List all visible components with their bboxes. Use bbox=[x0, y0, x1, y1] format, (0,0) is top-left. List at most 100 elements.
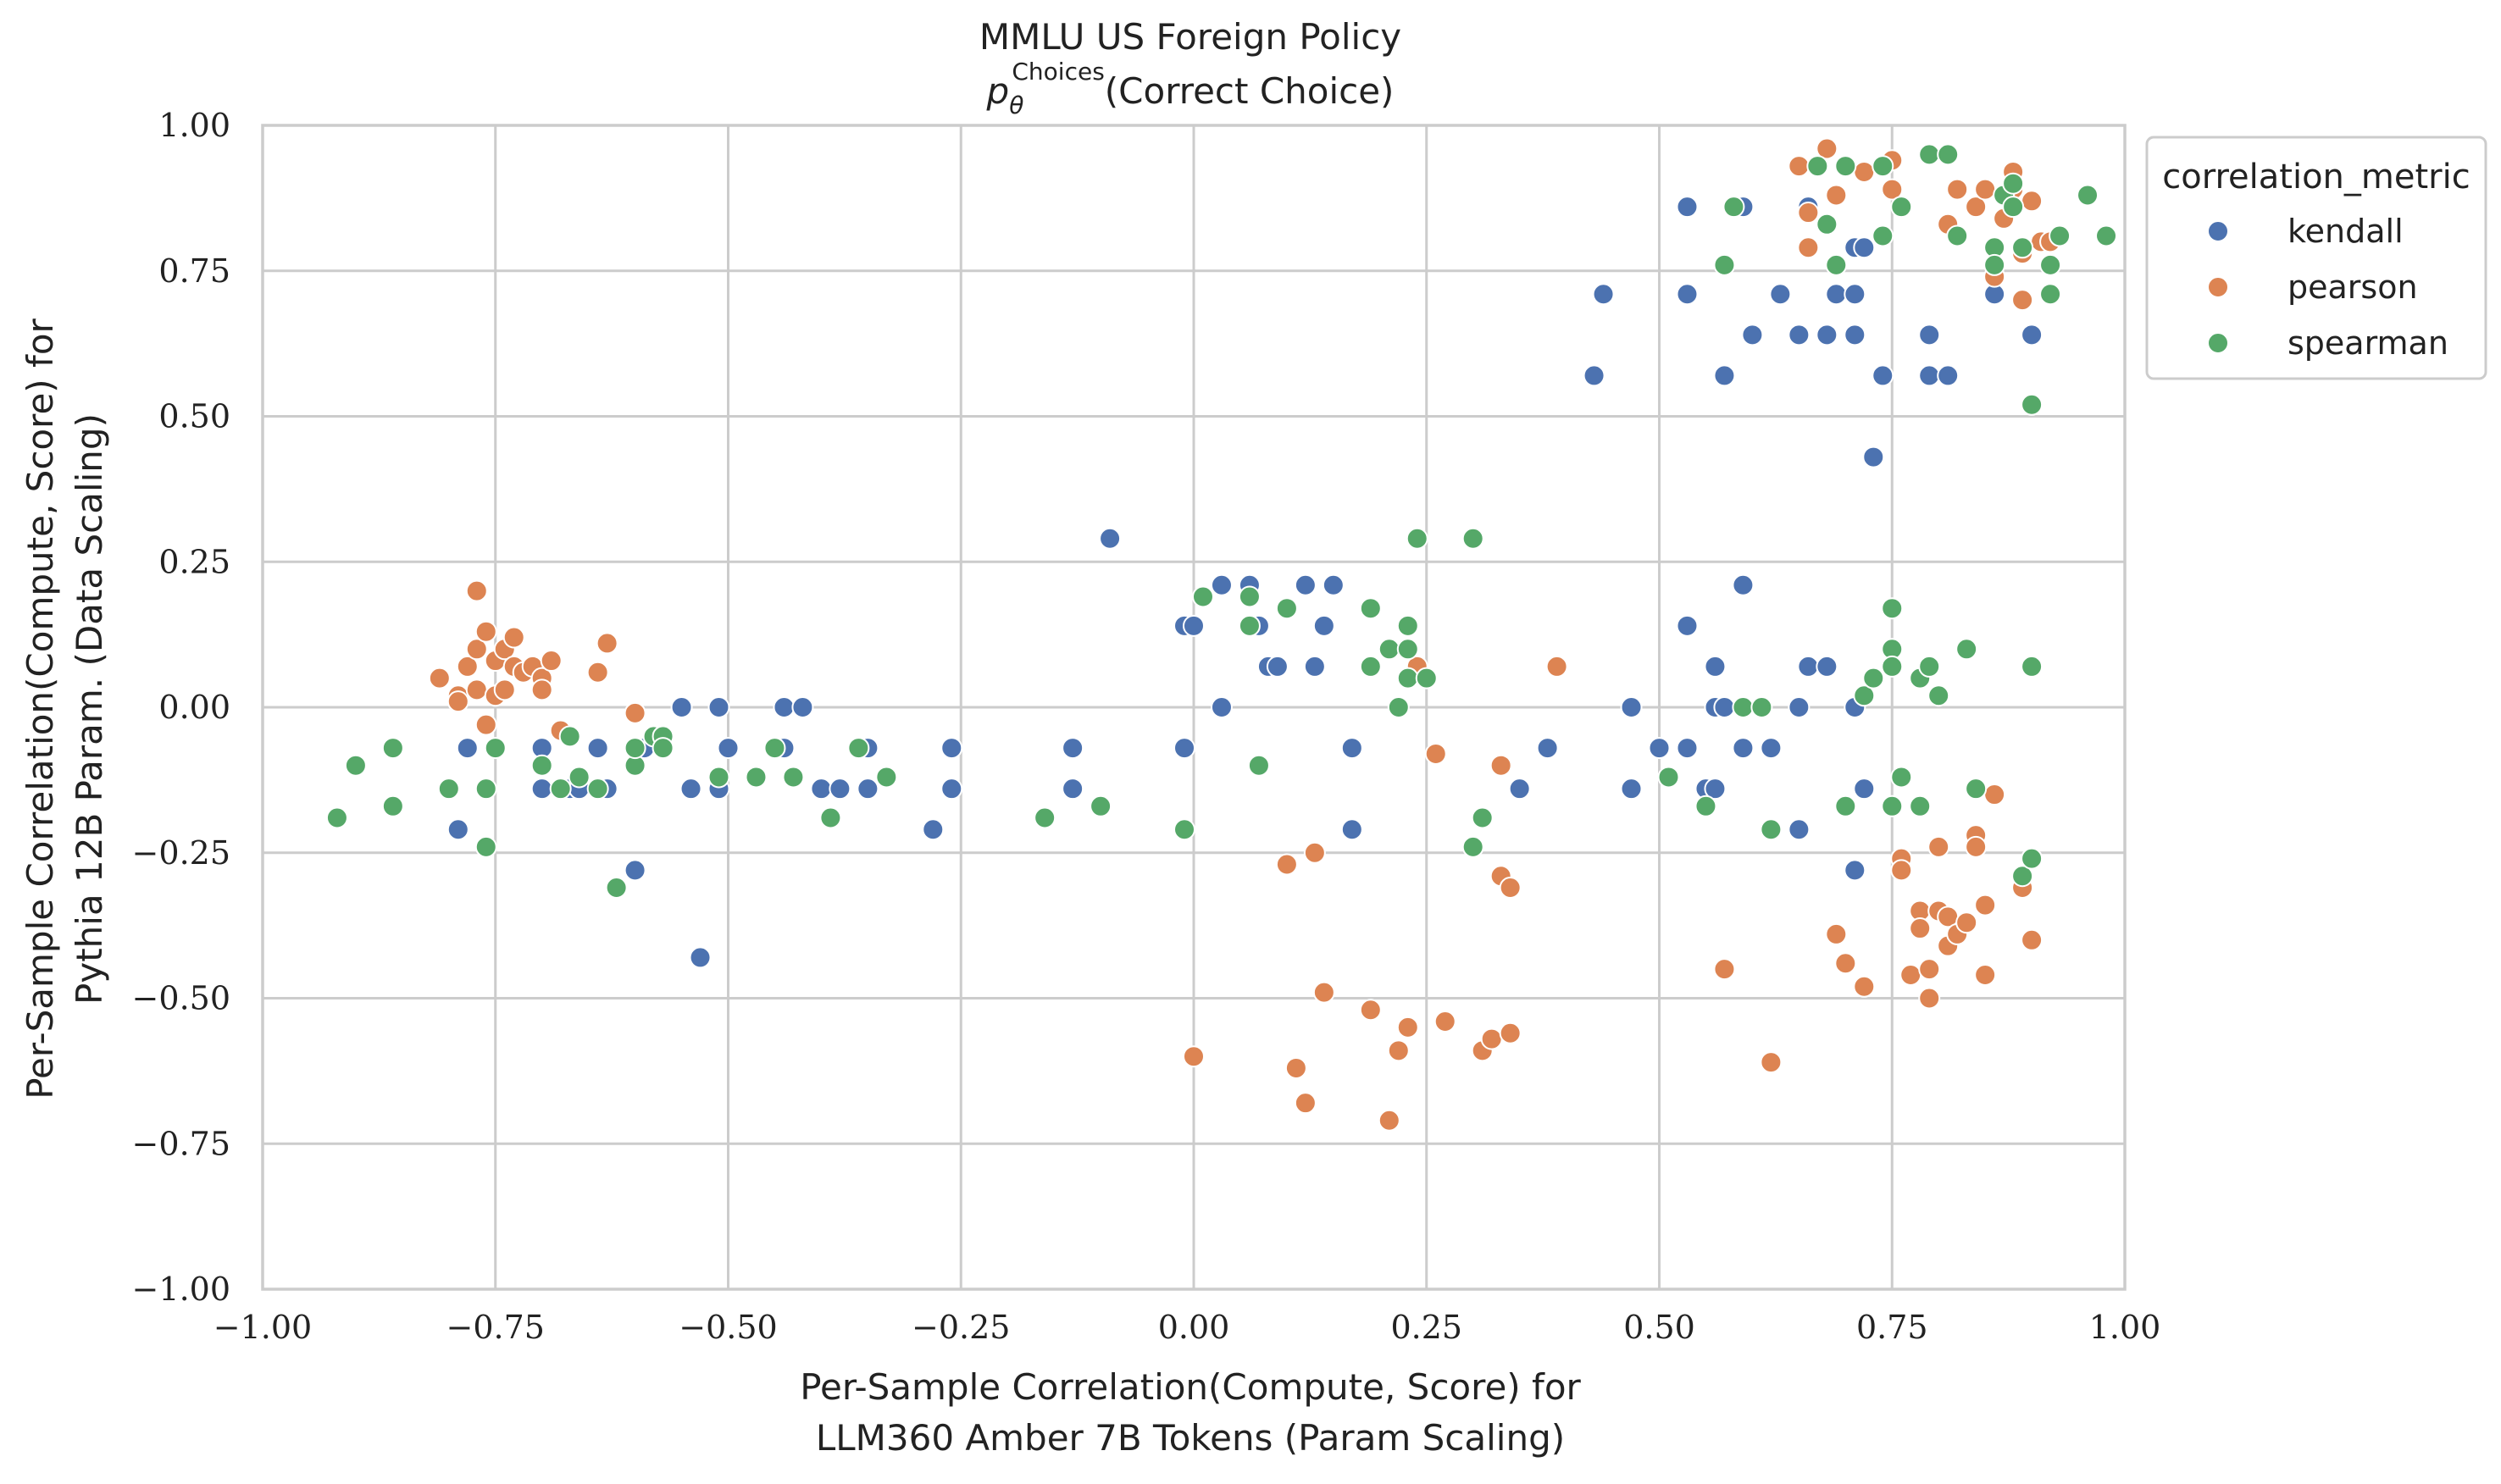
pearson-point bbox=[1378, 1109, 1400, 1132]
kendall-point bbox=[1210, 573, 1233, 596]
pearson-point bbox=[1797, 202, 1820, 224]
legend-marker-kendall bbox=[2207, 220, 2229, 242]
kendall-point bbox=[679, 778, 702, 800]
kendall-point bbox=[1862, 446, 1885, 468]
spearman-point bbox=[1694, 795, 1717, 817]
kendall-point bbox=[1062, 778, 1084, 800]
spearman-point bbox=[1890, 196, 1913, 219]
kendall-point bbox=[1844, 324, 1866, 346]
spearman-point bbox=[782, 766, 805, 789]
pearson-point bbox=[1955, 911, 1978, 934]
legend-label-pearson: pearson bbox=[2288, 269, 2418, 306]
kendall-point bbox=[586, 737, 609, 760]
spearman-point bbox=[1946, 224, 1969, 247]
spearman-point bbox=[1247, 754, 1270, 777]
spearman-point bbox=[1862, 667, 1885, 689]
kendall-point bbox=[1816, 324, 1838, 346]
kendall-point bbox=[1732, 573, 1755, 596]
spearman-point bbox=[624, 737, 646, 760]
kendall-point bbox=[1825, 283, 1848, 306]
spearman-point bbox=[1406, 527, 1428, 550]
spearman-point bbox=[1918, 655, 1941, 678]
pearson-point bbox=[2011, 289, 2034, 312]
pearson-point bbox=[1797, 236, 1820, 259]
kendall-point bbox=[670, 696, 693, 718]
kendall-point bbox=[1844, 283, 1866, 306]
pearson-point bbox=[2021, 190, 2044, 213]
pearson-point bbox=[1918, 987, 1941, 1010]
subtitle-sup: Choices bbox=[1012, 58, 1104, 86]
data-points bbox=[325, 137, 2118, 1132]
spearman-point bbox=[707, 766, 730, 789]
legend-marker-pearson bbox=[2207, 276, 2229, 298]
pearson-point bbox=[1312, 981, 1335, 1004]
spearman-point bbox=[1965, 778, 1988, 800]
spearman-point bbox=[1918, 143, 1941, 166]
kendall-point bbox=[530, 778, 553, 800]
spearman-point bbox=[1806, 155, 1829, 178]
kendall-point bbox=[1620, 696, 1643, 718]
spearman-point bbox=[2002, 196, 2025, 219]
pearson-point bbox=[1825, 184, 1848, 207]
spearman-point bbox=[2002, 172, 2025, 195]
spearman-point bbox=[2021, 847, 2044, 870]
chart-subtitle: pθ Choices(Correct Choice) bbox=[986, 58, 1395, 119]
pearson-point bbox=[1303, 841, 1326, 864]
kendall-point bbox=[1918, 364, 1941, 387]
spearman-point bbox=[2039, 283, 2062, 306]
kendall-point bbox=[1918, 324, 1941, 346]
spearman-point bbox=[1034, 806, 1056, 829]
spearman-point bbox=[1238, 614, 1261, 637]
y-tick-label: −0.75 bbox=[132, 1125, 230, 1162]
kendall-point bbox=[689, 946, 712, 969]
x-tick-label: −0.25 bbox=[912, 1309, 1010, 1346]
pearson-point bbox=[1834, 952, 1857, 975]
kendall-point bbox=[829, 778, 851, 800]
kendall-point bbox=[940, 778, 963, 800]
y-tick-label: 0.00 bbox=[158, 689, 230, 726]
pearson-point bbox=[1983, 784, 2006, 806]
spearman-point bbox=[1173, 818, 1196, 841]
kendall-point bbox=[1173, 737, 1196, 760]
pearson-point bbox=[1713, 958, 1736, 981]
spearman-point bbox=[1471, 806, 1494, 829]
pearson-point bbox=[1499, 1022, 1522, 1044]
spearman-point bbox=[1816, 213, 1838, 235]
pearson-point bbox=[1489, 754, 1512, 777]
pearson-point bbox=[530, 678, 553, 701]
kendall-point bbox=[1099, 527, 1122, 550]
kendall-point bbox=[1676, 737, 1699, 760]
spearman-point bbox=[1396, 667, 1419, 689]
legend-items: kendall pearson spearman bbox=[2207, 213, 2448, 362]
spearman-point bbox=[381, 737, 404, 760]
spearman-point bbox=[2011, 236, 2034, 259]
spearman-point bbox=[1881, 795, 1904, 817]
spearman-point bbox=[325, 806, 348, 829]
pearson-point bbox=[1359, 999, 1382, 1022]
spearman-point bbox=[652, 737, 674, 760]
spearman-point bbox=[1825, 253, 1848, 276]
y-tick-label: 1.00 bbox=[158, 107, 230, 144]
spearman-point bbox=[2021, 393, 2044, 416]
pearson-point bbox=[2021, 928, 2044, 951]
spearman-point bbox=[484, 737, 507, 760]
x-axis-label-line-2: LLM360 Amber 7B Tokens (Param Scaling) bbox=[816, 1417, 1565, 1459]
pearson-point bbox=[1927, 835, 1950, 858]
subtitle-sub: θ bbox=[1009, 91, 1023, 119]
kendall-point bbox=[1713, 364, 1736, 387]
kendall-point bbox=[773, 696, 796, 718]
pearson-point bbox=[465, 579, 488, 602]
kendall-point bbox=[1788, 696, 1811, 718]
spearman-point bbox=[1722, 196, 1745, 219]
spearman-point bbox=[605, 876, 628, 899]
legend-marker-spearman bbox=[2207, 332, 2229, 354]
pearson-point bbox=[1853, 975, 1876, 998]
pearson-point bbox=[1965, 835, 1988, 858]
pearson-point bbox=[1275, 853, 1298, 876]
kendall-point bbox=[1676, 283, 1699, 306]
kendall-point bbox=[2021, 324, 2044, 346]
pearson-point bbox=[465, 638, 488, 661]
kendall-point bbox=[1853, 778, 1876, 800]
spearman-point bbox=[1359, 655, 1382, 678]
x-tick-label: 0.25 bbox=[1390, 1309, 1462, 1346]
